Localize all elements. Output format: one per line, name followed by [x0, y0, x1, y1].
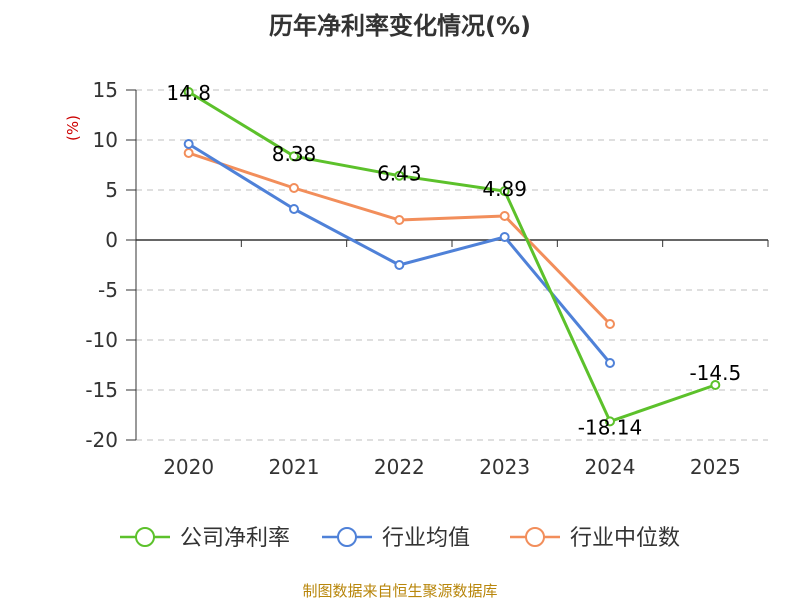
data-point — [605, 358, 615, 368]
legend-label: 行业中位数 — [570, 526, 680, 551]
data-point — [183, 87, 194, 97]
data-point — [605, 416, 615, 427]
y-axis-label: (%) — [64, 115, 82, 141]
data-point — [710, 380, 721, 390]
y-tick-label: -10 — [85, 328, 118, 352]
legend-marker — [525, 527, 545, 547]
legend-label: 行业均值 — [382, 526, 470, 551]
data-point — [394, 260, 405, 270]
x-tick-label: 2020 — [163, 455, 214, 479]
legend-marker — [337, 527, 357, 547]
data-label: -18.14 — [578, 415, 642, 439]
x-tick-label: 2025 — [690, 455, 741, 479]
y-tick-label: 5 — [105, 178, 118, 202]
data-label: 14.8 — [166, 81, 211, 105]
data-label: -14.5 — [689, 361, 741, 385]
x-tick-label: 2023 — [479, 455, 530, 479]
legend-marker — [135, 527, 155, 547]
y-tick-label: -15 — [85, 378, 118, 402]
grid-lines — [136, 89, 768, 441]
series-group — [183, 87, 721, 427]
data-label: 6.43 — [377, 162, 422, 186]
y-tick-label: 0 — [105, 228, 118, 252]
data-label: 8.38 — [272, 142, 317, 166]
source-note: 制图数据来自恒生聚源数据库 — [302, 582, 497, 600]
data-point — [289, 204, 299, 214]
x-tick-label: 2024 — [585, 455, 636, 479]
y-tick-label: -20 — [85, 428, 118, 452]
x-tick-label: 2022 — [374, 455, 425, 479]
data-point — [499, 232, 510, 242]
series-line — [187, 90, 716, 423]
y-tick-label: 10 — [93, 128, 118, 152]
axes: 15 10 5 0 -5 -10 -15 -20 2020 2021 2022 2023 2024 202… — [85, 78, 769, 479]
chart-title: 历年净利率变化情况(%) — [269, 12, 531, 40]
data-point — [183, 148, 194, 158]
data-point — [289, 183, 299, 193]
data-point — [183, 139, 194, 149]
data-point — [289, 151, 299, 162]
data-point — [394, 215, 405, 225]
data-label: 4.89 — [482, 177, 527, 201]
data-point — [605, 319, 615, 329]
data-point — [499, 211, 510, 221]
data-labels: 14.8 8.38 6.43 4.89 -18.14 -14.5 — [166, 81, 741, 439]
data-point — [394, 170, 405, 181]
legend-label: 公司净利率 — [180, 526, 290, 551]
x-tick-label: 2021 — [269, 455, 320, 479]
y-tick-label: 15 — [93, 78, 118, 102]
legend: 公司净利率 行业均值 行业中位数 — [120, 526, 680, 551]
y-tick-label: -5 — [98, 278, 118, 302]
data-point — [499, 186, 510, 197]
